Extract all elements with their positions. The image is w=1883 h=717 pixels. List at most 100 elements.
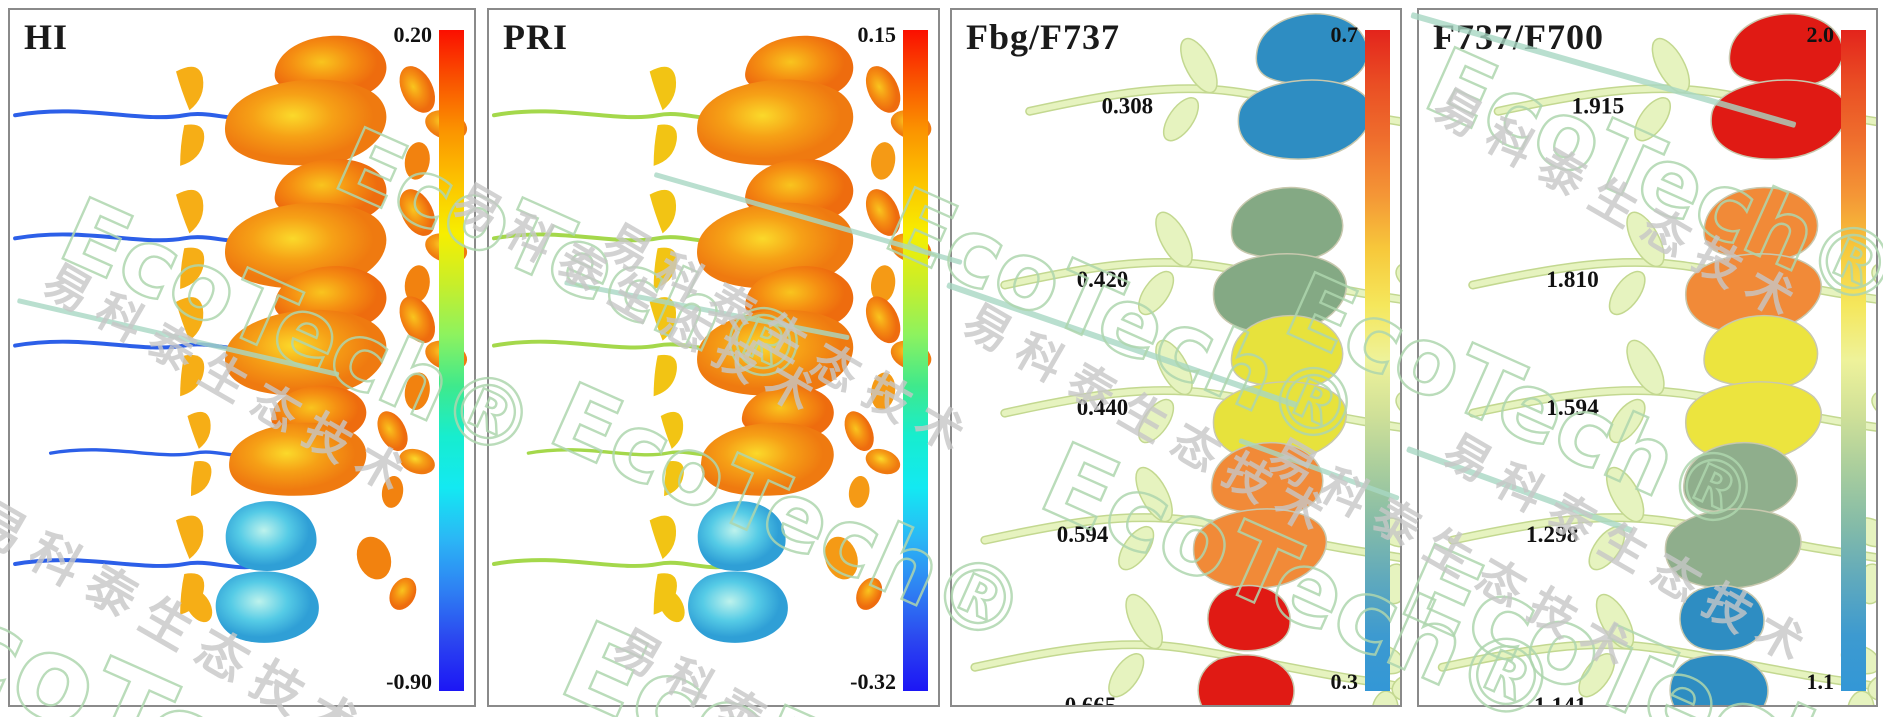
stem (526, 448, 731, 458)
measured-leaf (1679, 584, 1765, 652)
leaf (225, 501, 317, 571)
panel-title-hi: HI (24, 17, 69, 57)
leaf (1371, 690, 1399, 705)
measured-leaf (1237, 79, 1372, 160)
cotyledon (190, 460, 212, 497)
leaf (1578, 653, 1616, 698)
plant-value-label: 1.141 (1534, 692, 1587, 705)
plant-row: 1.810 (1468, 186, 1876, 334)
stem (13, 232, 261, 244)
leaf (1155, 211, 1193, 268)
leaf (1608, 398, 1646, 444)
cotyledon (649, 297, 677, 341)
leaf (870, 372, 896, 411)
leaf (1138, 270, 1175, 316)
leaf (1626, 339, 1665, 396)
leaf (865, 189, 901, 236)
leaf (389, 577, 417, 610)
leaf (697, 501, 786, 571)
stem (491, 109, 732, 121)
leaf (404, 265, 430, 303)
leaf (697, 309, 854, 396)
plant-value-label: 0.440 (1077, 395, 1129, 420)
panel-title-pri: PRI (503, 17, 568, 57)
plant-row: 0.440 (1000, 314, 1400, 462)
leaf (1162, 97, 1200, 142)
cotyledon (176, 66, 204, 111)
cotyledon (180, 124, 205, 166)
leaf (688, 571, 788, 643)
leaf (865, 66, 901, 113)
measured-leaf (1197, 654, 1295, 705)
plant-image-f737-f700: 1.915 1.810 1.594 1.298 1.141 (1437, 13, 1876, 705)
plant-row (491, 158, 932, 303)
colorbar-max-label-fbg-f737: 0.7 (1330, 22, 1359, 47)
leaf (870, 265, 896, 303)
cotyledon (653, 247, 677, 289)
stem (48, 448, 260, 458)
plant-row (491, 501, 883, 643)
leaf (870, 142, 896, 180)
plant-row (491, 266, 932, 411)
plant-image-fbg-f737: 0.308 0.420 0.440 0.594 0.665 (970, 13, 1400, 705)
cotyledon (187, 411, 211, 449)
leaf (399, 66, 436, 113)
measured-leaf (1230, 186, 1344, 261)
plant-row (491, 35, 932, 180)
plant-row: 1.298 (1447, 441, 1876, 605)
plant-value-label: 0.420 (1077, 267, 1129, 292)
leaf (697, 79, 854, 166)
leaf (844, 411, 874, 452)
cotyledon (176, 297, 204, 341)
panel-pri: PRI 0.15 -0.32 (487, 8, 940, 707)
leaf (1395, 390, 1400, 421)
leaf (1595, 593, 1635, 650)
colorbar-fbg-f737 (1365, 30, 1390, 691)
plant-row: 1.594 (1468, 314, 1876, 462)
colorbar-min-label-fbg-f737: 0.3 (1330, 669, 1359, 694)
leaf (1871, 261, 1876, 293)
leaf (1395, 261, 1400, 293)
cotyledon (649, 515, 677, 560)
cotyledon (649, 189, 677, 234)
plant-value-label: 1.594 (1546, 394, 1599, 420)
leaf (865, 448, 901, 475)
colorbar-min-label-hi: -0.90 (386, 669, 432, 694)
leaf (399, 296, 436, 344)
plant-row: 0.308 (1025, 13, 1400, 160)
cotyledon (653, 354, 677, 397)
leaf (1138, 398, 1175, 444)
panel-hi: HI 0.20 -0.90 (8, 8, 476, 707)
cotyledon (180, 354, 205, 397)
leaf (1588, 525, 1626, 571)
plant-row (13, 35, 468, 180)
stem (491, 558, 732, 570)
plant-row (526, 385, 901, 508)
measured-leaf (1703, 314, 1819, 389)
plant-row (13, 158, 468, 303)
leaf (1626, 211, 1665, 268)
leaf (381, 475, 404, 508)
leaf (700, 422, 834, 496)
panel-title-f737-f700: F737/F700 (1433, 17, 1604, 57)
colorbar-max-label-f737-f700: 2.0 (1806, 22, 1835, 47)
measured-leaf (1710, 79, 1848, 160)
plant-row: 0.420 (1000, 186, 1400, 334)
leaf (404, 142, 430, 180)
leaf (215, 571, 319, 643)
colorbar-f737-f700 (1841, 30, 1866, 691)
stem (971, 641, 1400, 690)
measured-leaf (1669, 654, 1769, 705)
plant-value-label: 1.298 (1526, 521, 1579, 547)
leaf (377, 411, 408, 452)
panel-title-fbg-f737: Fbg/F737 (966, 17, 1121, 57)
plant-row (13, 266, 468, 411)
plant-value-label: 0.594 (1057, 522, 1109, 547)
plant-row (48, 385, 435, 508)
plant-value-label: 1.810 (1546, 266, 1599, 292)
plant-value-label: 0.308 (1102, 93, 1154, 118)
cotyledon (649, 66, 677, 111)
cotyledon (653, 124, 677, 166)
